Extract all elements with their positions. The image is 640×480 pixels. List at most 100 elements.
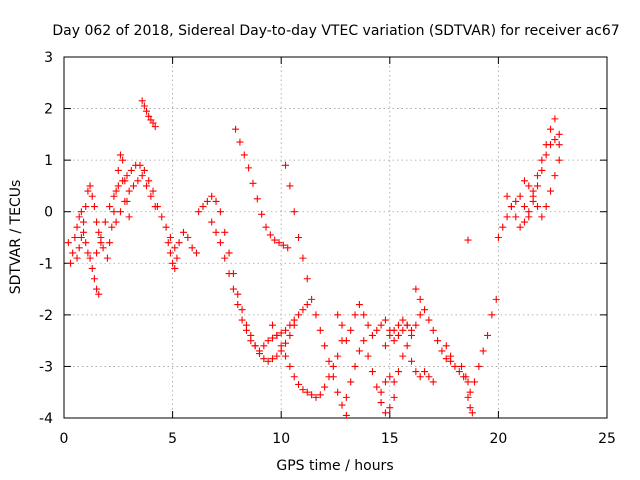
data-point — [125, 213, 133, 221]
series-arc-22 — [464, 236, 472, 244]
data-point — [321, 383, 329, 391]
data-point — [442, 342, 450, 350]
data-point — [266, 231, 274, 239]
data-point — [464, 378, 472, 386]
data-point — [507, 203, 515, 211]
data-point — [408, 326, 416, 334]
data-point — [184, 234, 192, 241]
data-point — [138, 97, 146, 105]
series-arc-15 — [342, 337, 398, 417]
data-point — [347, 378, 355, 386]
data-point — [86, 182, 94, 190]
data-point — [286, 321, 294, 329]
data-point — [555, 130, 563, 138]
data-point — [290, 208, 298, 216]
data-point — [88, 264, 96, 272]
data-point — [512, 197, 520, 205]
data-point — [373, 326, 381, 334]
data-point — [240, 151, 248, 159]
data-point — [342, 411, 350, 419]
data-point — [479, 347, 487, 355]
data-point — [208, 192, 216, 200]
data-point — [114, 182, 122, 190]
data-point — [130, 182, 138, 190]
data-point — [286, 182, 294, 190]
data-point — [316, 326, 324, 334]
data-point — [84, 249, 92, 257]
series-arc-19 — [442, 342, 472, 386]
data-point — [95, 228, 103, 236]
data-point — [464, 393, 472, 401]
data-point — [121, 197, 129, 205]
data-point — [179, 228, 187, 236]
data-point — [203, 197, 211, 205]
data-point — [555, 141, 563, 149]
data-point — [520, 203, 528, 211]
data-point — [269, 355, 277, 363]
data-point — [251, 342, 259, 350]
data-point — [80, 218, 88, 226]
data-point — [173, 254, 181, 262]
x-tick-label: 20 — [489, 431, 507, 447]
data-point — [225, 270, 233, 278]
x-tick-label: 0 — [60, 431, 69, 447]
data-point — [158, 213, 166, 221]
y-axis-label: SDTVAR / TECUs — [8, 180, 24, 295]
data-point — [386, 404, 394, 412]
data-point — [555, 156, 563, 164]
data-point — [164, 239, 172, 247]
data-point — [103, 254, 111, 262]
data-point — [116, 208, 124, 216]
data-point — [399, 316, 407, 324]
data-point — [364, 321, 372, 329]
data-point — [75, 244, 83, 252]
data-point — [82, 239, 90, 247]
data-point — [269, 321, 277, 329]
data-point — [260, 355, 268, 363]
data-point — [282, 161, 290, 169]
data-point — [110, 208, 118, 216]
data-point — [271, 236, 279, 244]
data-point — [106, 239, 114, 247]
data-point — [221, 228, 229, 236]
series-arc-20 — [457, 295, 500, 396]
data-point — [434, 337, 442, 345]
data-point — [538, 213, 546, 221]
data-point — [542, 203, 550, 211]
data-point — [93, 285, 101, 293]
data-point — [106, 203, 114, 211]
data-point — [299, 254, 307, 262]
data-point — [542, 141, 550, 149]
data-point — [134, 177, 142, 185]
data-point — [75, 213, 83, 221]
data-point — [368, 368, 376, 376]
data-point — [255, 347, 263, 355]
data-point — [503, 213, 511, 221]
data-point — [253, 195, 261, 203]
data-point — [351, 311, 359, 319]
data-point — [325, 373, 333, 381]
series-arc-5 — [112, 172, 159, 226]
data-point — [138, 172, 146, 180]
data-point — [399, 326, 407, 334]
data-point — [381, 378, 389, 386]
data-point — [390, 326, 398, 334]
data-point — [93, 249, 101, 257]
data-point — [236, 138, 244, 146]
series-arc-9 — [195, 192, 298, 365]
series-arc-10 — [208, 218, 311, 355]
data-point — [67, 259, 75, 267]
data-point — [225, 249, 233, 257]
data-point — [171, 264, 179, 272]
data-point — [286, 362, 294, 370]
series-arc-24 — [503, 115, 563, 231]
data-point — [364, 352, 372, 360]
data-point — [145, 112, 153, 120]
series-arc-1 — [64, 208, 103, 298]
data-point — [216, 208, 224, 216]
data-point — [334, 352, 342, 360]
data-point — [533, 172, 541, 180]
data-point — [334, 388, 342, 396]
data-point — [262, 223, 270, 231]
